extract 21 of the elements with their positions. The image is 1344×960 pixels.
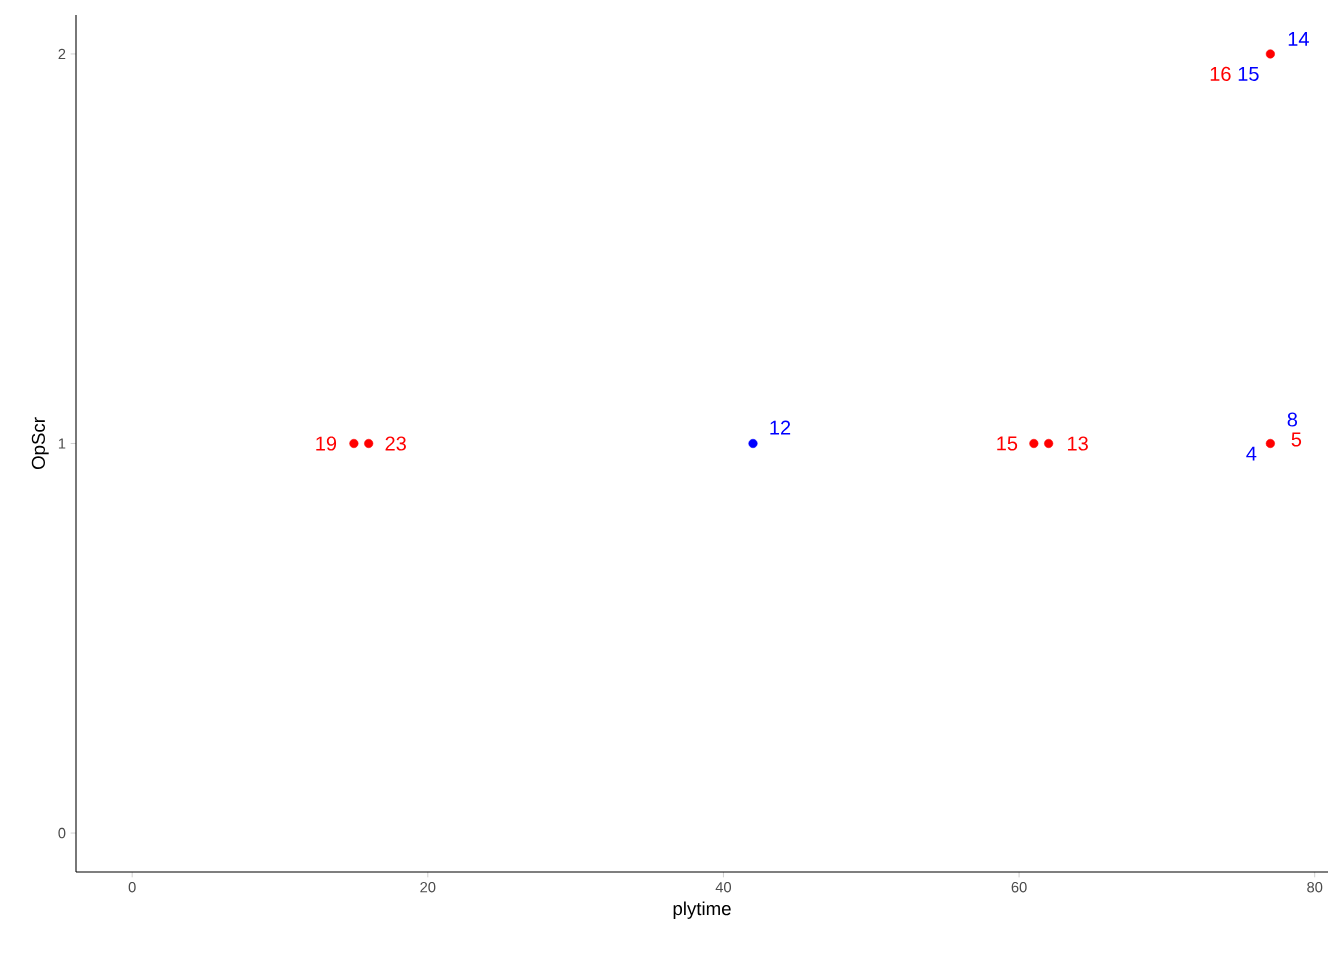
annotation: 4	[1246, 446, 1257, 461]
annotation: 13	[1068, 436, 1088, 451]
annotation: 19	[316, 436, 337, 451]
y-tick-label: 2	[58, 48, 66, 60]
x-axis-title: plytime	[673, 901, 731, 919]
x-tick-label: 80	[1307, 882, 1323, 893]
y-tick-label: 1	[58, 438, 66, 449]
x-tick-label: 40	[715, 882, 732, 893]
annotation: 15	[997, 436, 1018, 451]
x-tick-label: 20	[420, 882, 436, 893]
annotation: 15	[1238, 66, 1259, 81]
annotation: 12	[770, 420, 791, 435]
y-tick-label: 0	[58, 827, 66, 839]
annotation: 23	[385, 436, 406, 451]
y-axis-title: OpScr	[31, 417, 49, 470]
x-tick-label: 0	[128, 882, 136, 893]
annotation: 14	[1288, 32, 1309, 46]
annotation: 5	[1291, 432, 1302, 447]
x-tick-label: 60	[1011, 882, 1027, 893]
annotation: 8	[1287, 412, 1298, 427]
annotation: 16	[1210, 66, 1231, 82]
